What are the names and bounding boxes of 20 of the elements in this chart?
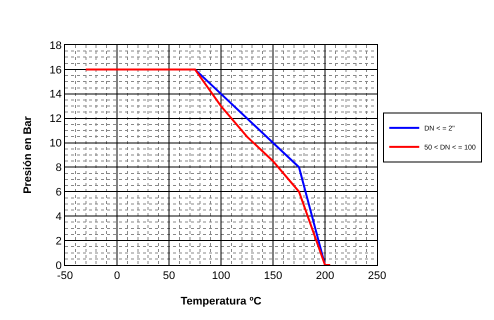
y-tick-label: 4 (56, 210, 62, 223)
y-tick-label: 8 (56, 162, 62, 174)
y-tick-label: 14 (50, 88, 62, 101)
x-tick-label: 0 (114, 270, 120, 282)
x-tick-label: 200 (316, 270, 334, 282)
x-tick-label: 150 (264, 270, 282, 282)
x-tick-label: 50 (162, 270, 176, 282)
y-tick-label: 12 (50, 113, 62, 126)
y-tick-label: 2 (56, 235, 62, 248)
x-tick-label: 250 (368, 270, 386, 282)
y-tick-label: 10 (50, 138, 62, 150)
line-series (84, 68, 332, 265)
y-tick-label: 0 (56, 260, 62, 272)
x-tick-label: 100 (212, 270, 230, 282)
x-axis-title: Temperatura ºC (180, 295, 262, 308)
y-tick-label: 16 (50, 64, 62, 76)
y-tick-label: 6 (56, 186, 62, 199)
y-tick-label: 18 (50, 40, 62, 52)
y-axis-title: Presión en Bar (22, 115, 34, 194)
x-tick-label: -50 (57, 270, 73, 282)
